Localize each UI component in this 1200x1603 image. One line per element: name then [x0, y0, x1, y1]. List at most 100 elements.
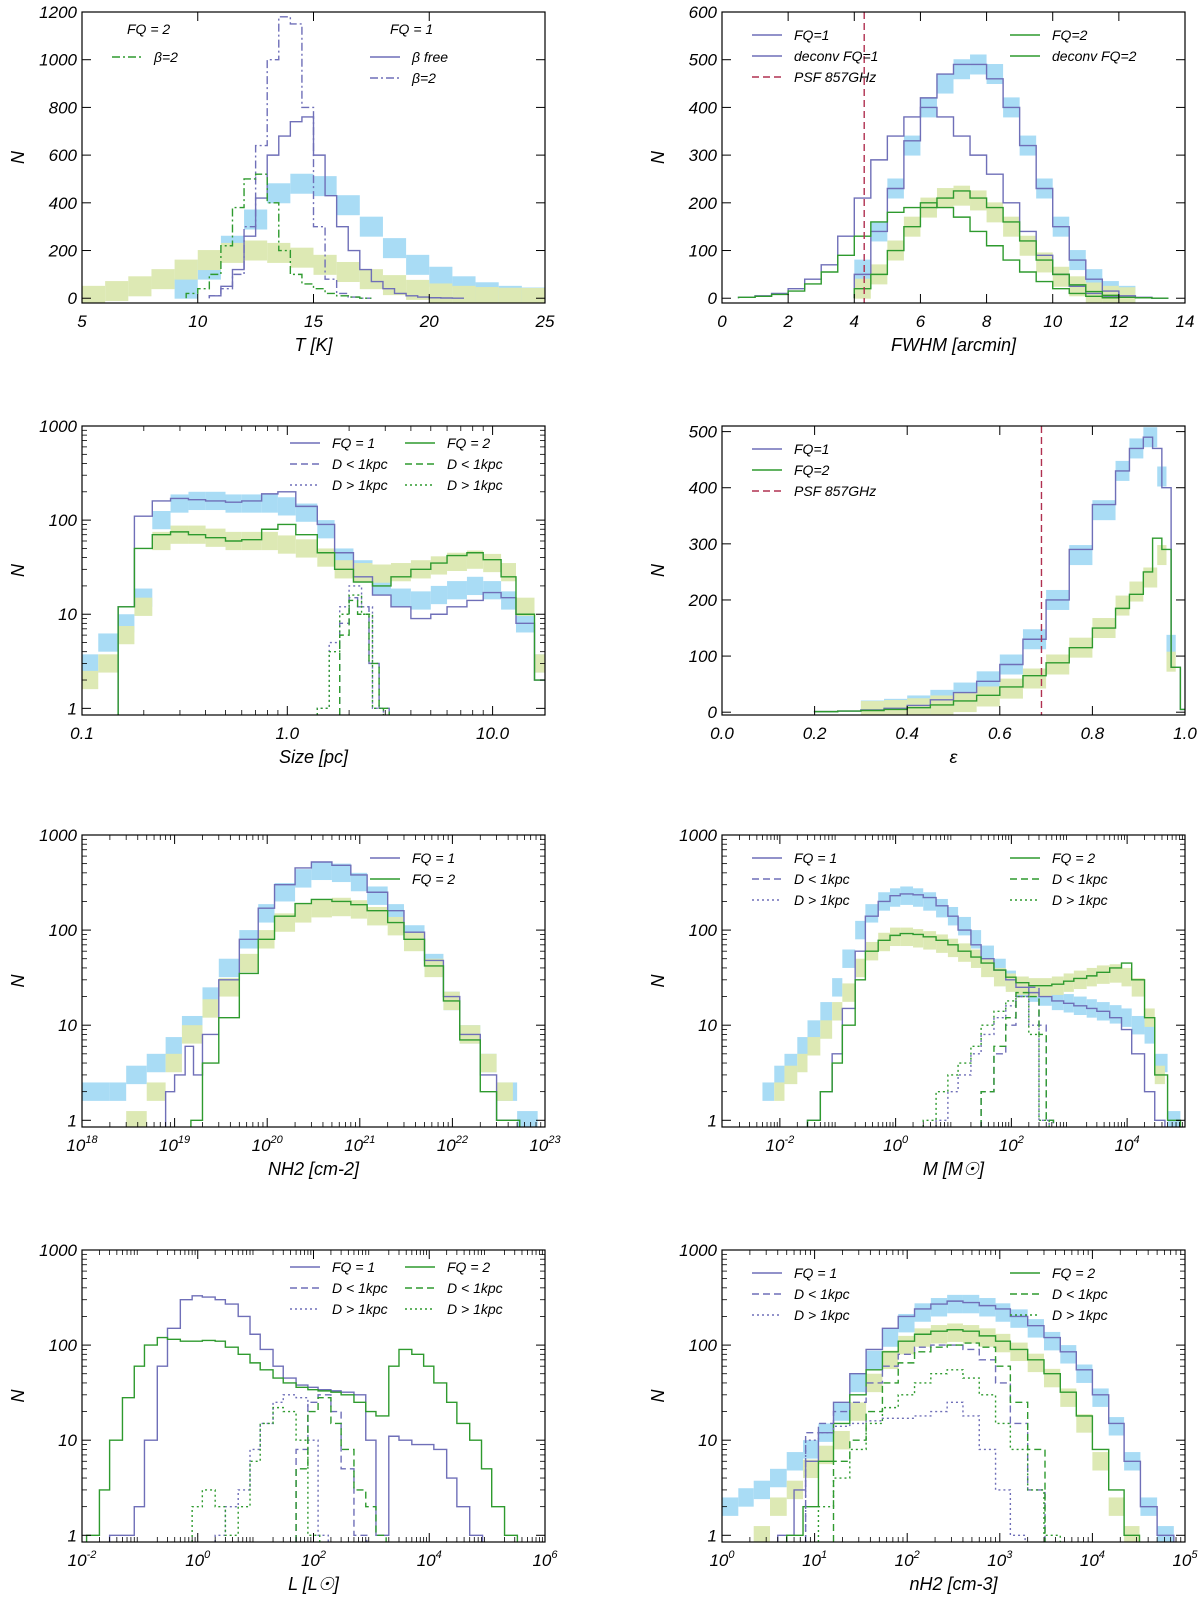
band-bar — [1005, 973, 1016, 992]
band-bar — [295, 503, 318, 522]
plot-area — [82, 491, 545, 715]
x-axis-label: ε — [950, 747, 959, 767]
band-bar — [979, 1298, 996, 1317]
plot-area — [82, 16, 545, 303]
band-bar — [336, 261, 360, 282]
legend-label: FQ=2 — [1052, 27, 1088, 43]
band-bar — [1102, 285, 1119, 303]
band-bar — [1144, 1025, 1155, 1044]
band-bar — [382, 238, 407, 259]
band-bar — [430, 585, 448, 605]
band-bar — [753, 1526, 771, 1542]
band-bar — [406, 279, 430, 300]
legend-label: β free — [411, 49, 448, 65]
x-tick-label: 1019 — [159, 1134, 190, 1155]
band-bar — [220, 242, 245, 263]
x-tick-label: 12 — [1109, 312, 1128, 331]
band-bar — [105, 281, 129, 302]
band-bar — [1086, 967, 1097, 987]
y-tick-label: 100 — [49, 1336, 78, 1355]
band-bar — [197, 250, 221, 271]
legend-label: PSF 857GHz — [794, 483, 876, 499]
x-tick-label: 0.4 — [895, 724, 919, 743]
legend-label: FQ = 1 — [794, 850, 837, 866]
y-tick-label: 400 — [689, 98, 718, 117]
x-tick-label: 10.0 — [476, 724, 510, 743]
band-bar — [970, 930, 982, 949]
band-bar — [1076, 1414, 1093, 1433]
x-tick-label: 103 — [987, 1549, 1013, 1570]
y-tick-label: 100 — [49, 921, 78, 940]
band-bar — [1046, 654, 1070, 675]
y-tick-label: 500 — [689, 51, 718, 70]
band-bar — [151, 269, 175, 290]
band-bar — [430, 556, 448, 575]
legend-label: D < 1kpc — [447, 456, 503, 472]
band-bar — [261, 494, 278, 513]
y-axis-label: N — [8, 974, 28, 988]
band-bar — [447, 581, 467, 600]
band-bar — [898, 1313, 915, 1333]
legend-label: D > 1kpc — [332, 477, 388, 493]
y-axis-label: N — [648, 1389, 668, 1403]
band-bar — [174, 259, 198, 280]
band-bar — [98, 654, 119, 673]
band-bar — [1027, 1319, 1044, 1338]
y-axis-label: N — [8, 1389, 28, 1403]
y-tick-label: 100 — [689, 647, 718, 666]
band-bar — [267, 242, 291, 263]
panel-ellipticity: 0.0 0.2 0.4 0.6 0.8 1.0 0 100 200 300 400 500 ε N FQ=1… — [648, 423, 1197, 767]
band-bar — [832, 1002, 843, 1021]
band-bar — [900, 927, 914, 947]
x-tick-label: 14 — [1176, 312, 1195, 331]
y-tick-label: 1 — [68, 699, 77, 718]
x-tick-label: 1023 — [529, 1134, 561, 1155]
series-fq2 — [117, 523, 545, 715]
band-bar — [770, 1468, 787, 1488]
band-bar — [1131, 978, 1145, 997]
band-bar — [277, 535, 296, 554]
legend-label: D > 1kpc — [794, 892, 850, 908]
band-bar — [882, 1350, 899, 1370]
band-bar — [367, 906, 388, 926]
legend-label: D < 1kpc — [332, 1280, 388, 1296]
band-bar — [261, 531, 278, 551]
series-fq2_near — [980, 991, 1055, 1127]
y-axis-label: N — [648, 563, 668, 577]
legend-label: D < 1kpc — [1052, 1286, 1108, 1302]
band-bar — [241, 531, 262, 551]
panel-luminosity: 10-2 100 102 104 106 1 10 100 1000 L [L☉] N FQ = 1 D… — [8, 1241, 558, 1594]
legend-label: D > 1kpc — [1052, 892, 1108, 908]
band-bar — [913, 929, 924, 948]
band-bar — [403, 932, 425, 952]
band-bar — [890, 888, 901, 907]
x-tick-label: 10-2 — [766, 1134, 795, 1155]
series-fq2_near — [832, 1342, 1046, 1542]
band-bar — [406, 254, 430, 275]
y-tick-label: 400 — [49, 194, 78, 213]
band-bar — [274, 913, 296, 932]
x-tick-label: 10 — [1043, 312, 1062, 331]
band-bar — [410, 591, 431, 610]
legend-label: FQ = 2 — [412, 871, 455, 887]
band-bar — [1010, 1309, 1028, 1328]
x-axis-label: NH2 [cm-2] — [268, 1159, 360, 1179]
series-fq1_far — [316, 585, 385, 715]
band-bar — [311, 861, 332, 881]
band-bar — [350, 872, 368, 892]
band-bar — [353, 563, 373, 582]
y-tick-label: 1200 — [39, 3, 77, 22]
series-fq2_far — [316, 594, 385, 715]
x-tick-label: 0.2 — [803, 724, 827, 743]
band-bar — [1092, 1388, 1109, 1407]
band-bar — [295, 539, 318, 558]
band-bar — [1052, 266, 1070, 287]
band-bar — [936, 898, 948, 918]
band-bar — [1092, 500, 1116, 521]
x-tick-label: 1022 — [437, 1134, 468, 1155]
series-fq1_far — [804, 1401, 1026, 1542]
legend-label: D < 1kpc — [1052, 871, 1108, 887]
legend-label: D < 1kpc — [794, 1286, 850, 1302]
y-tick-label: 200 — [48, 242, 78, 261]
legend-label: FQ = 1 — [794, 1265, 837, 1281]
